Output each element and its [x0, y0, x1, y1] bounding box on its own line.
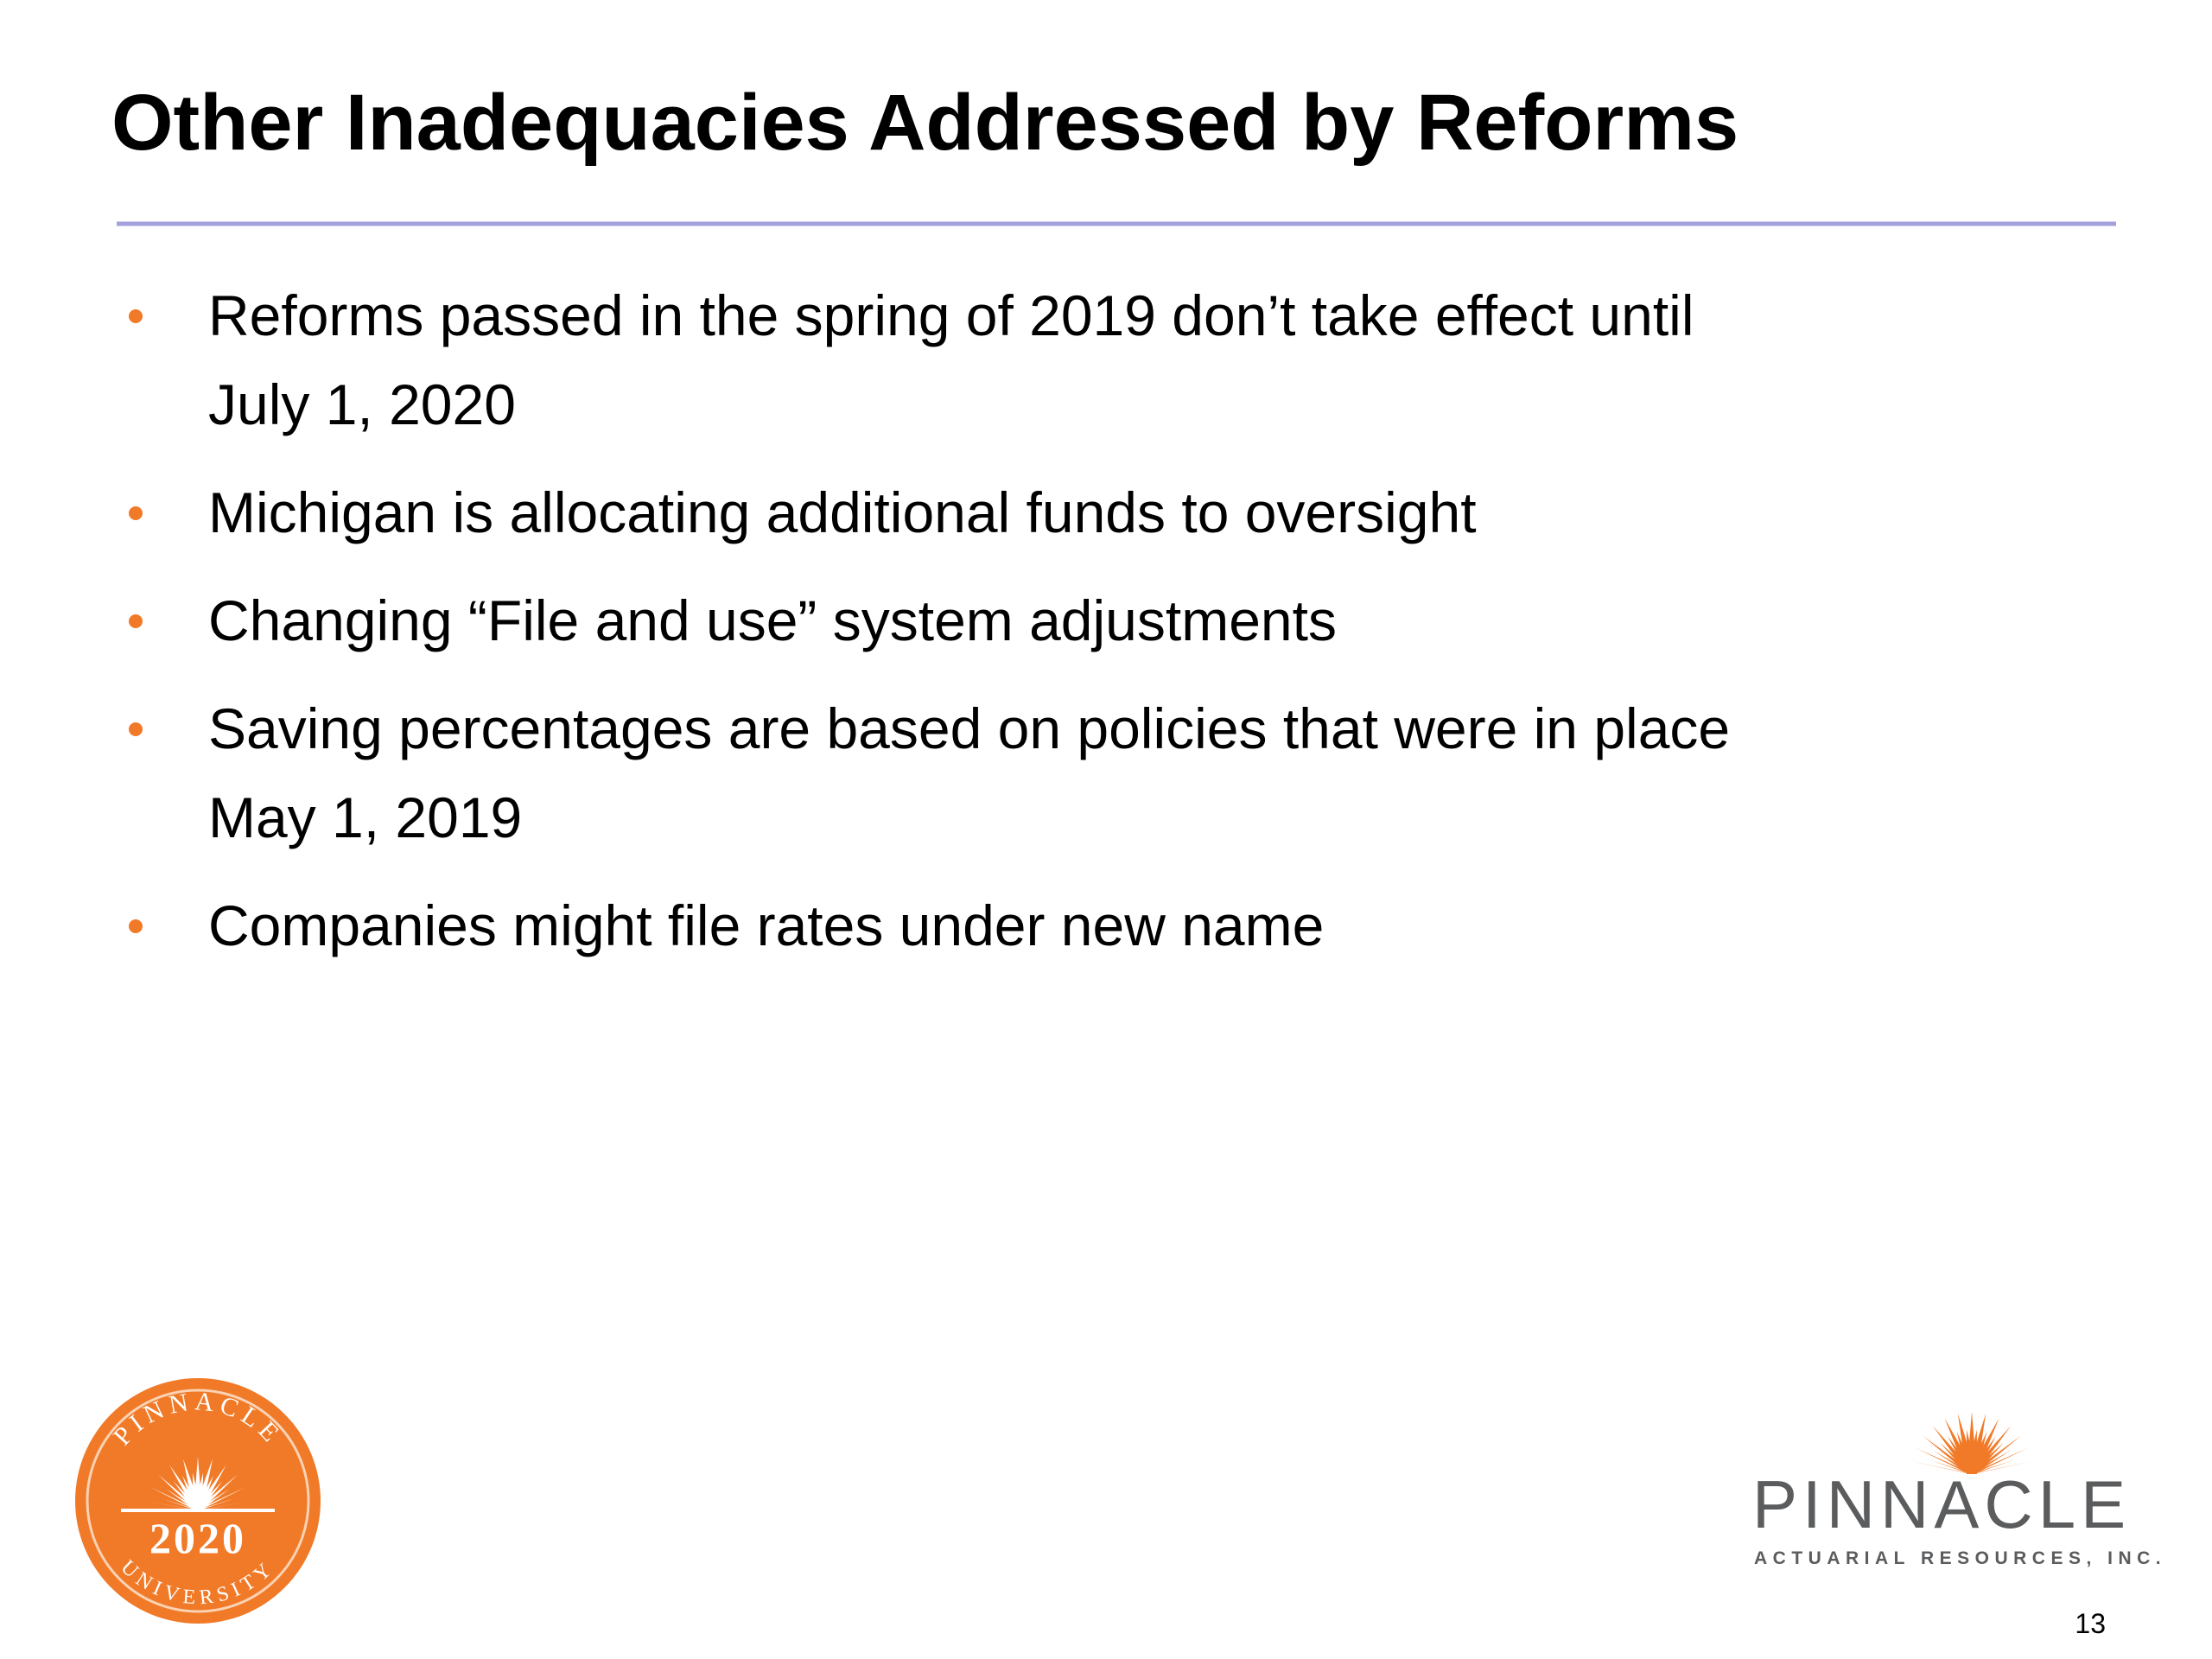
logo-ray: [1910, 1461, 1974, 1474]
logo-ray: [1967, 1426, 2012, 1474]
logo-ray: [1967, 1413, 1986, 1474]
logo-ray: [1967, 1436, 1996, 1474]
bullet-dot: [129, 309, 143, 323]
logo-ray: [1967, 1442, 2005, 1474]
logo-sun: [1910, 1412, 2033, 1474]
logo-ray: [1915, 1447, 1974, 1474]
badge-ray: [194, 1481, 223, 1510]
company-logo: PINNACLE ACTUARIAL RESOURCES, INC.: [1752, 1412, 2166, 1568]
badge-ray: [194, 1474, 238, 1510]
bullet-dot: [129, 614, 143, 628]
badge: PINNACLE 2020 UNIVERSITY: [75, 1378, 321, 1624]
badge-ray: [194, 1459, 213, 1510]
badge-ray: [195, 1489, 230, 1510]
bullet-list: Reforms passed in the spring of 2019 don…: [129, 283, 1730, 957]
logo-ray: [1967, 1431, 1987, 1474]
bullet-dot: [129, 919, 143, 933]
badge-year: 2020: [149, 1514, 246, 1562]
logo-ray: [1967, 1418, 1999, 1474]
logo-tagline: ACTUARIAL RESOURCES, INC.: [1754, 1548, 2166, 1568]
logo-ray: [1969, 1447, 2029, 1474]
badge-ray: [197, 1501, 251, 1510]
logo-ray: [1948, 1436, 1977, 1474]
bullet-dot: [129, 506, 143, 520]
logo-ray: [1932, 1426, 1976, 1474]
logo-name: PINNACLE: [1752, 1466, 2131, 1542]
bullet-text: May 1, 2019: [208, 785, 522, 849]
badge-ray: [149, 1486, 200, 1510]
slide-title: Other Inadequacies Addressed by Reforms: [111, 79, 1738, 167]
badge-ray: [194, 1465, 226, 1510]
badge-ray: [196, 1498, 234, 1510]
logo-ray: [1968, 1450, 2011, 1474]
logo-ray: [1970, 1459, 2015, 1474]
bullet-text: Changing “File and use” system adjustmen…: [208, 588, 1337, 652]
bullet-text: Michigan is allocating additional funds …: [208, 480, 1477, 544]
badge-ray: [162, 1498, 200, 1510]
badge-ring: [86, 1389, 310, 1613]
page-number: 13: [2075, 1608, 2106, 1639]
badge-ray: [194, 1475, 213, 1510]
bullet-dot: [129, 722, 143, 736]
logo-ray: [1970, 1461, 2033, 1474]
badge-ray: [144, 1501, 199, 1510]
badge-ray: [157, 1474, 201, 1510]
logo-ray: [1929, 1459, 1974, 1474]
badge-ray: [195, 1486, 246, 1510]
bullet-text: Saving percentages are based on policies…: [208, 696, 1730, 760]
bullet-text: July 1, 2020: [208, 372, 516, 436]
badge-ray: [169, 1465, 202, 1510]
bullet-text: Reforms passed in the spring of 2019 don…: [208, 283, 1694, 347]
badge-sun: [121, 1457, 275, 1512]
bullet-text: Companies might file rates under new nam…: [208, 893, 1324, 957]
logo-ray: [1968, 1435, 2021, 1474]
badge-ray: [173, 1481, 201, 1510]
